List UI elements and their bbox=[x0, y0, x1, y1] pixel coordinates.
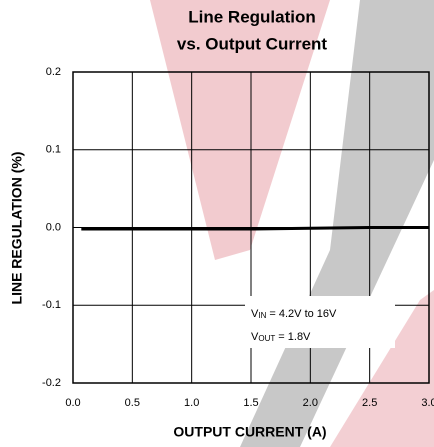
y-tick-label: 0.2 bbox=[46, 66, 61, 78]
x-tick-label: 0.5 bbox=[125, 397, 140, 409]
annotation-text: V bbox=[251, 308, 259, 320]
watermark bbox=[330, 290, 434, 447]
annotation-text: V bbox=[251, 331, 259, 343]
y-tick-label: 0.1 bbox=[46, 144, 61, 156]
annotation-box bbox=[245, 296, 395, 348]
y-tick-label: -0.1 bbox=[42, 299, 61, 311]
watermark bbox=[240, 0, 434, 447]
chart-title: Line Regulation bbox=[188, 7, 316, 26]
data-line bbox=[81, 226, 429, 231]
annotation-sub: OUT bbox=[258, 334, 275, 343]
annotation-text: = 1.8V bbox=[275, 331, 311, 343]
x-tick-label: 0.0 bbox=[65, 397, 80, 409]
x-tick-label: 2.0 bbox=[303, 397, 318, 409]
y-tick-label: -0.2 bbox=[42, 377, 61, 389]
annotation-sub: IN bbox=[258, 311, 266, 320]
x-tick-label: 2.5 bbox=[362, 397, 377, 409]
watermark bbox=[150, 0, 330, 260]
annotation: VOUT = 1.8V bbox=[251, 331, 311, 343]
chart-subtitle: vs. Output Current bbox=[177, 34, 328, 53]
annotation-text: = 4.2V to 16V bbox=[266, 308, 337, 320]
y-tick-label: 0.0 bbox=[46, 221, 61, 233]
annotation: VIN = 4.2V to 16V bbox=[251, 308, 337, 320]
x-tick-label: 3.0 bbox=[421, 397, 434, 409]
x-axis-label: OUTPUT CURRENT (A) bbox=[173, 424, 326, 440]
x-tick-label: 1.5 bbox=[243, 397, 258, 409]
x-tick-label: 1.0 bbox=[184, 397, 199, 409]
y-axis-label: LINE REGULATION (%) bbox=[9, 152, 25, 305]
